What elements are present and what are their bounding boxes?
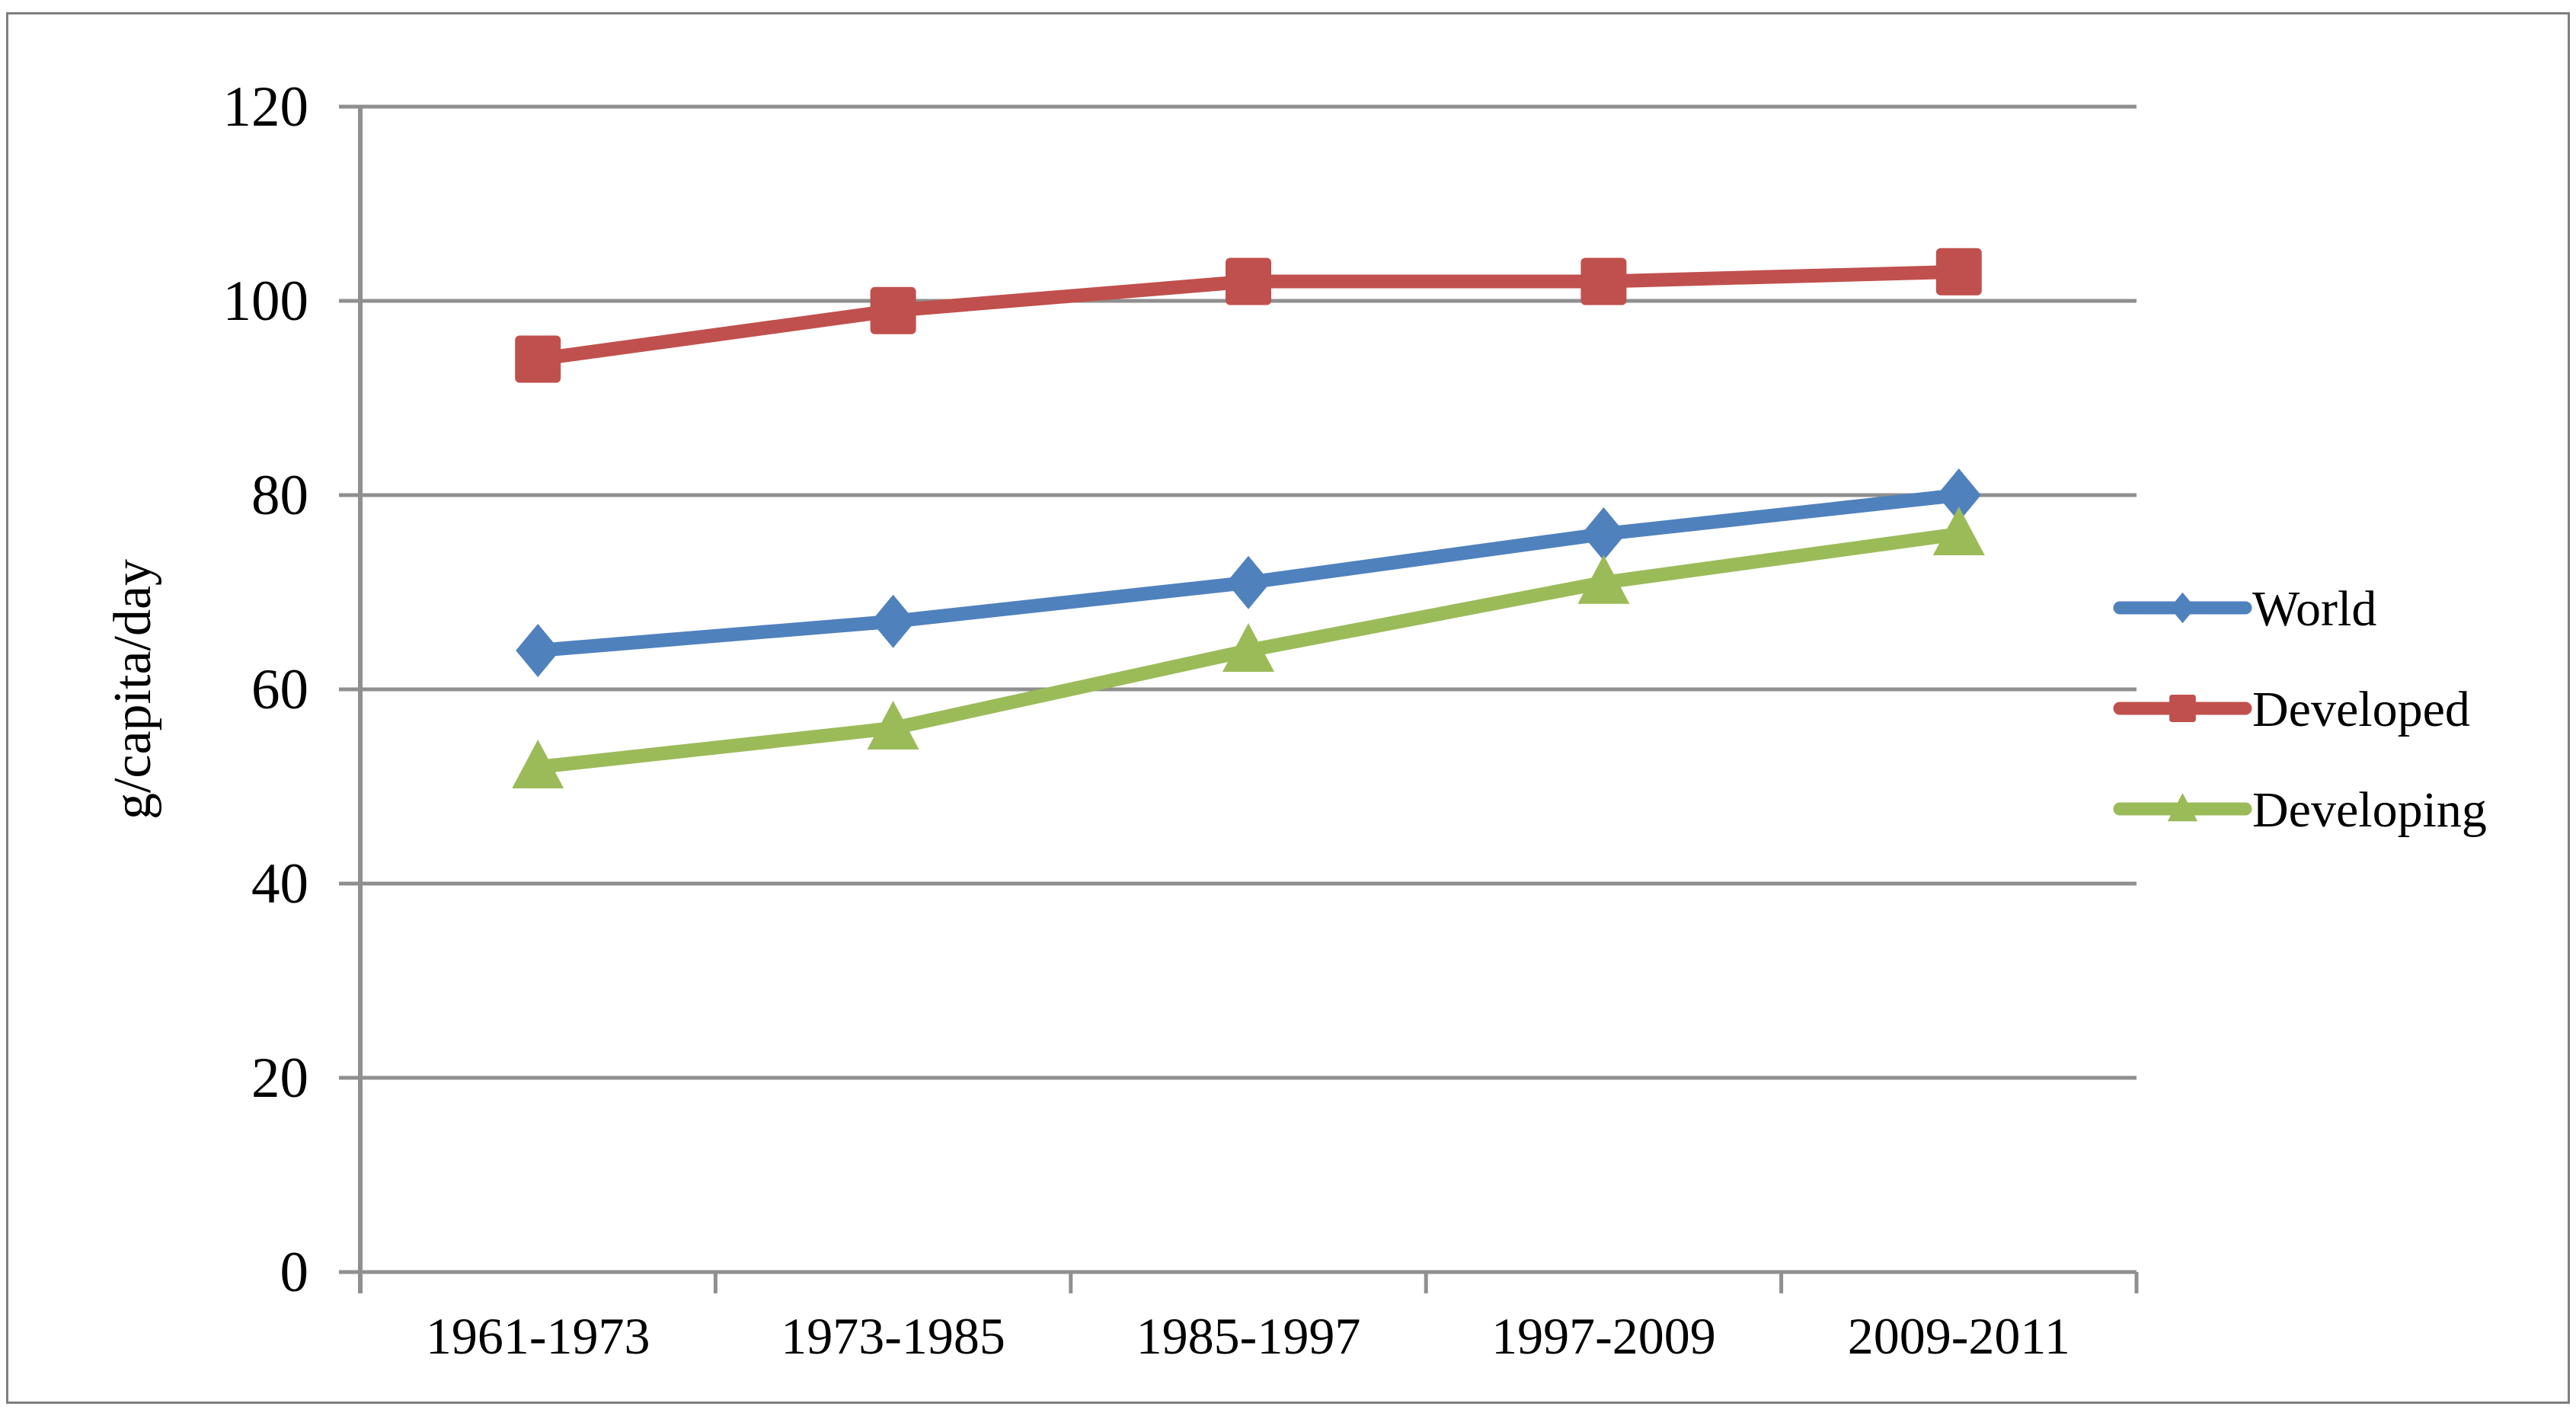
x-tick-label: 1973-1985 bbox=[781, 1307, 1005, 1365]
marker-world-0 bbox=[516, 624, 561, 677]
marker-developed-3 bbox=[1580, 257, 1627, 305]
x-tick-label: 1961-1973 bbox=[426, 1307, 650, 1365]
marker-world-1 bbox=[871, 594, 916, 648]
legend-item-developed: Developed bbox=[2113, 682, 2470, 737]
series bbox=[512, 248, 1985, 788]
x-tick-label: 1997-2009 bbox=[1491, 1307, 1716, 1365]
x-tick-label: 2009-2011 bbox=[1848, 1307, 2070, 1365]
marker-developing-3 bbox=[1577, 555, 1630, 604]
marker-developed-1 bbox=[870, 286, 916, 334]
legend: World Developed Developing bbox=[2113, 581, 2487, 838]
y-tick-label: 100 bbox=[223, 270, 309, 333]
y-tick-label: 80 bbox=[251, 464, 308, 527]
marker-developing-4 bbox=[1932, 507, 1985, 555]
legend-marker-square-icon bbox=[2169, 695, 2196, 722]
marker-developed-4 bbox=[1935, 248, 1982, 296]
marker-developing-2 bbox=[1222, 623, 1274, 672]
y-tick-labels: 0 20 40 60 80 100 120 bbox=[223, 75, 309, 1304]
y-tick-label: 120 bbox=[223, 75, 309, 139]
legend-label: World bbox=[2252, 581, 2376, 637]
legend-label: Developing bbox=[2252, 782, 2487, 838]
legend-marker-diamond-icon bbox=[2169, 592, 2196, 624]
y-tick-label: 60 bbox=[251, 658, 308, 721]
marker-world-3 bbox=[1581, 507, 1626, 561]
legend-item-developing: Developing bbox=[2113, 782, 2487, 838]
x-tick-labels: 1961-1973 1973-1985 1985-1997 1997-2009 2009… bbox=[426, 1307, 2070, 1365]
marker-developed-2 bbox=[1226, 257, 1271, 305]
y-tick-label: 20 bbox=[251, 1047, 308, 1110]
legend-item-world: World bbox=[2113, 581, 2376, 637]
axes bbox=[339, 104, 2139, 1293]
y-axis-title: g/capita/day bbox=[104, 559, 162, 820]
y-tick-label: 0 bbox=[280, 1241, 309, 1304]
marker-developing-1 bbox=[867, 701, 919, 750]
marker-world-2 bbox=[1226, 555, 1270, 609]
marker-world-4 bbox=[1936, 468, 1981, 522]
y-tick-label: 40 bbox=[251, 852, 308, 916]
legend-label: Developed bbox=[2252, 682, 2470, 737]
x-tick-label: 1985-1997 bbox=[1136, 1307, 1361, 1365]
marker-developed-0 bbox=[515, 335, 561, 383]
legend-marker-triangle-icon bbox=[2167, 793, 2198, 822]
marker-developing-0 bbox=[512, 740, 564, 788]
